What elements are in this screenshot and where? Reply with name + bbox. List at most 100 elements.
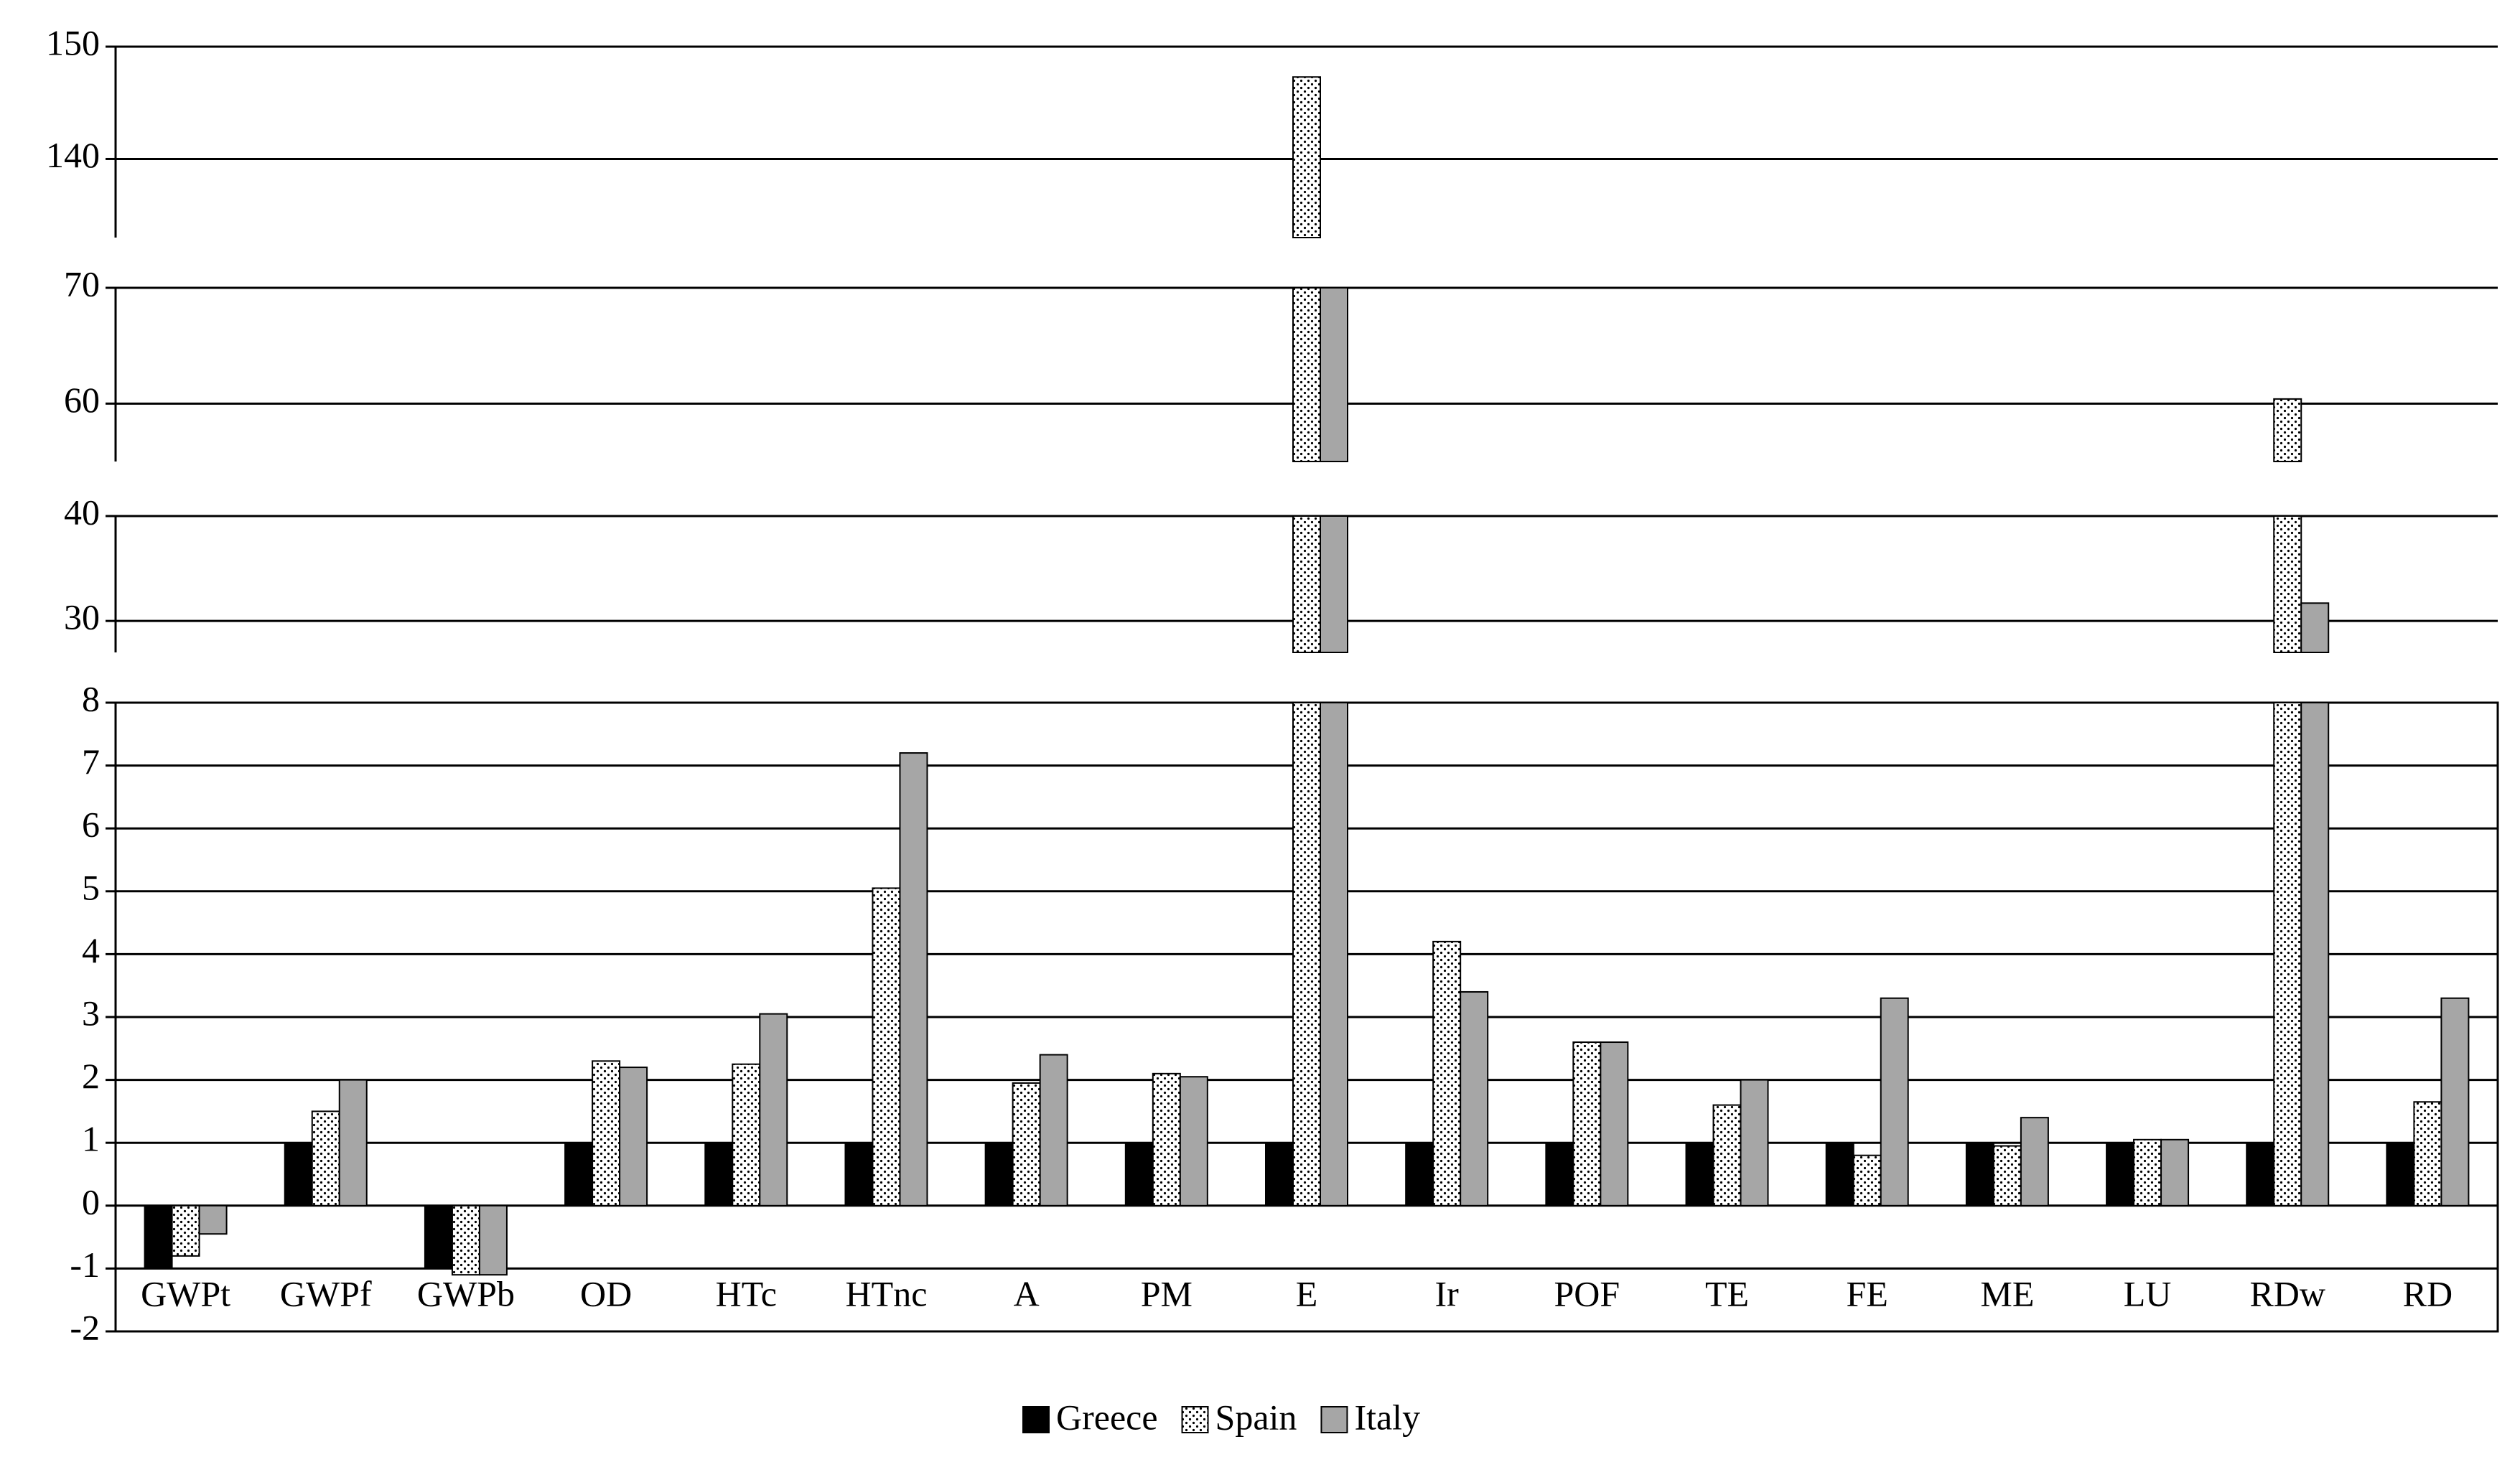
bar [1740, 1079, 1769, 1207]
y-tick-label: 8 [82, 678, 100, 718]
bar [759, 1013, 788, 1207]
bar [311, 1110, 340, 1207]
bar [2273, 398, 2302, 463]
bar [2300, 602, 2330, 653]
bar [732, 1063, 761, 1207]
bar [2440, 997, 2470, 1207]
x-tick-label: HTnc [846, 1273, 928, 1313]
bar [1432, 940, 1462, 1207]
bar [2246, 1142, 2275, 1207]
bar [1320, 515, 1348, 653]
bar [2020, 1117, 2049, 1207]
bar [2386, 1142, 2415, 1207]
x-tick-label: POF [1554, 1273, 1620, 1313]
y-tick-label: 30 [64, 597, 100, 637]
bar [984, 1142, 1014, 1207]
bar [1320, 702, 1348, 1207]
y-tick-label: 40 [64, 492, 100, 532]
bar [564, 1142, 594, 1207]
bar [2300, 702, 2330, 1207]
legend-swatch [1022, 1406, 1050, 1433]
bar [619, 1067, 648, 1207]
bar [1600, 1041, 1629, 1207]
x-tick-label: PM [1141, 1273, 1193, 1313]
bar [1852, 1154, 1882, 1207]
bar [1292, 287, 1321, 462]
bar [1572, 1041, 1602, 1207]
bar [1039, 1054, 1068, 1207]
y-tick-label: 0 [82, 1181, 100, 1222]
bar [1460, 990, 1489, 1207]
x-tick-label: OD [580, 1273, 632, 1313]
y-tick-label: 140 [46, 135, 100, 175]
bar [844, 1142, 874, 1207]
y-tick-label: 6 [82, 805, 100, 845]
bar [2106, 1142, 2135, 1207]
bar [1124, 1142, 1154, 1207]
bar [1545, 1142, 1574, 1207]
x-tick-label: FE [1847, 1273, 1888, 1313]
x-tick-label: HTc [716, 1273, 777, 1313]
y-tick-label: 70 [64, 263, 100, 304]
bar [451, 1204, 480, 1276]
bar [1965, 1142, 1994, 1207]
bar [1320, 287, 1348, 462]
bar [899, 752, 928, 1207]
bar [1825, 1142, 1854, 1207]
bar [1292, 76, 1321, 238]
x-tick-label: RDw [2249, 1273, 2325, 1313]
bar [1712, 1104, 1742, 1207]
x-tick-label: A [1014, 1273, 1040, 1313]
legend-label: Greece [1056, 1397, 1158, 1437]
bar [2133, 1138, 2162, 1207]
bar [198, 1204, 228, 1235]
y-tick-label: 3 [82, 993, 100, 1033]
bar [1012, 1082, 1041, 1207]
x-tick-label: GWPt [141, 1273, 230, 1313]
y-tick-label: -2 [70, 1307, 100, 1347]
bar [1292, 702, 1321, 1207]
legend-label: Italy [1354, 1397, 1420, 1437]
bar [872, 887, 901, 1207]
x-tick-label: Ir [1435, 1273, 1460, 1313]
x-tick-label: LU [2124, 1273, 2172, 1313]
bar [2273, 515, 2302, 653]
y-tick-label: 2 [82, 1056, 100, 1096]
x-tick-label: E [1296, 1273, 1318, 1313]
legend-swatch [1181, 1406, 1209, 1433]
legend-label: Spain [1215, 1397, 1297, 1437]
bar [1152, 1072, 1181, 1207]
bar [478, 1204, 508, 1276]
y-tick-label: 150 [46, 22, 100, 62]
x-tick-label: GWPf [280, 1273, 372, 1313]
y-tick-label: 7 [82, 741, 100, 782]
bar [2413, 1101, 2442, 1207]
y-tick-label: 4 [82, 930, 100, 970]
bar [1405, 1142, 1434, 1207]
y-tick-label: 60 [64, 380, 100, 420]
bar [592, 1060, 621, 1207]
bar [1685, 1142, 1714, 1207]
y-tick-label: -1 [70, 1245, 100, 1285]
bar [2160, 1138, 2190, 1207]
x-tick-label: RD [2403, 1273, 2453, 1313]
legend-swatch [1320, 1406, 1348, 1433]
bar [1292, 515, 1321, 653]
bar [1179, 1076, 1208, 1207]
y-tick-label: 1 [82, 1119, 100, 1159]
bar [284, 1142, 313, 1207]
bar [144, 1204, 173, 1270]
bar [704, 1142, 734, 1207]
bar [1880, 997, 1909, 1207]
x-tick-label: ME [1980, 1273, 2034, 1313]
bar [171, 1204, 200, 1257]
x-tick-label: TE [1705, 1273, 1749, 1313]
bar [2273, 702, 2302, 1207]
x-tick-label: GWPb [417, 1273, 515, 1313]
y-tick-label: 5 [82, 867, 100, 907]
bar [1992, 1145, 2022, 1207]
bar [1265, 1142, 1294, 1207]
bar [424, 1204, 453, 1270]
bar [338, 1079, 368, 1207]
